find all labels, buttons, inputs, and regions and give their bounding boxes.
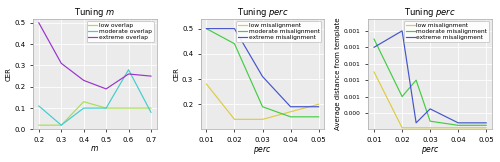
Line: moderate misalignment: moderate misalignment: [206, 29, 318, 117]
low misalignment: [288, 111, 294, 113]
extreme misalignment: [204, 28, 210, 30]
extreme misalignment: [288, 106, 294, 108]
low misalignment: [204, 83, 210, 85]
extreme overlap: [103, 88, 109, 90]
Line: moderate misalignment: moderate misalignment: [374, 39, 486, 125]
extreme misalignment: [371, 46, 377, 48]
Line: low overlap: low overlap: [39, 102, 151, 125]
moderate overlap: [103, 107, 109, 109]
Y-axis label: CER: CER: [173, 67, 179, 81]
extreme misalignment: [232, 28, 237, 30]
low overlap: [58, 124, 64, 126]
Y-axis label: CER: CER: [6, 67, 12, 81]
low overlap: [126, 107, 132, 109]
moderate misalignment: [204, 28, 210, 30]
extreme misalignment: [455, 122, 461, 124]
extreme misalignment: [260, 75, 266, 77]
Line: moderate overlap: moderate overlap: [39, 70, 151, 125]
moderate misalignment: [371, 38, 377, 40]
extreme overlap: [126, 73, 132, 75]
moderate misalignment: [427, 120, 433, 122]
moderate overlap: [36, 105, 42, 107]
low misalignment: [455, 127, 461, 129]
low misalignment: [399, 127, 405, 129]
moderate misalignment: [316, 116, 322, 118]
Y-axis label: Average distance from template: Average distance from template: [335, 18, 341, 130]
low misalignment: [316, 103, 322, 105]
moderate overlap: [126, 69, 132, 71]
low overlap: [103, 107, 109, 109]
extreme misalignment: [316, 106, 322, 108]
extreme overlap: [148, 75, 154, 77]
Legend: low overlap, moderate overlap, extreme overlap: low overlap, moderate overlap, extreme o…: [86, 22, 154, 42]
extreme overlap: [58, 62, 64, 64]
extreme misalignment: [483, 122, 489, 124]
Title: Tuning $m$: Tuning $m$: [74, 6, 116, 19]
Title: Tuning $perc$: Tuning $perc$: [236, 6, 288, 19]
low misalignment: [483, 127, 489, 129]
Line: low misalignment: low misalignment: [206, 84, 318, 119]
Legend: low misalignment, moderate misalignment, extreme misalignment: low misalignment, moderate misalignment,…: [404, 22, 489, 42]
low misalignment: [413, 127, 419, 129]
extreme misalignment: [413, 122, 419, 124]
extreme misalignment: [399, 30, 405, 32]
low misalignment: [232, 118, 237, 120]
Line: extreme misalignment: extreme misalignment: [374, 31, 486, 123]
moderate misalignment: [413, 79, 419, 81]
extreme overlap: [36, 22, 42, 24]
X-axis label: $m$: $m$: [90, 145, 100, 153]
low misalignment: [260, 118, 266, 120]
moderate overlap: [80, 107, 86, 109]
low overlap: [80, 101, 86, 103]
low overlap: [36, 124, 42, 126]
Line: extreme misalignment: extreme misalignment: [206, 29, 318, 107]
Line: low misalignment: low misalignment: [374, 72, 486, 128]
moderate misalignment: [483, 124, 489, 126]
moderate misalignment: [455, 124, 461, 126]
Title: Tuning $perc$: Tuning $perc$: [404, 6, 456, 19]
extreme overlap: [80, 79, 86, 81]
low overlap: [148, 107, 154, 109]
Legend: low misalignment, moderate misalignment, extreme misalignment: low misalignment, moderate misalignment,…: [236, 22, 322, 42]
moderate misalignment: [288, 116, 294, 118]
X-axis label: $perc$: $perc$: [253, 145, 272, 156]
moderate overlap: [58, 124, 64, 126]
moderate misalignment: [399, 96, 405, 98]
low misalignment: [371, 71, 377, 73]
Line: extreme overlap: extreme overlap: [39, 23, 151, 89]
moderate overlap: [148, 111, 154, 113]
moderate misalignment: [260, 106, 266, 108]
X-axis label: $perc$: $perc$: [420, 145, 440, 156]
extreme misalignment: [427, 108, 433, 110]
low misalignment: [427, 127, 433, 129]
moderate misalignment: [232, 43, 237, 45]
